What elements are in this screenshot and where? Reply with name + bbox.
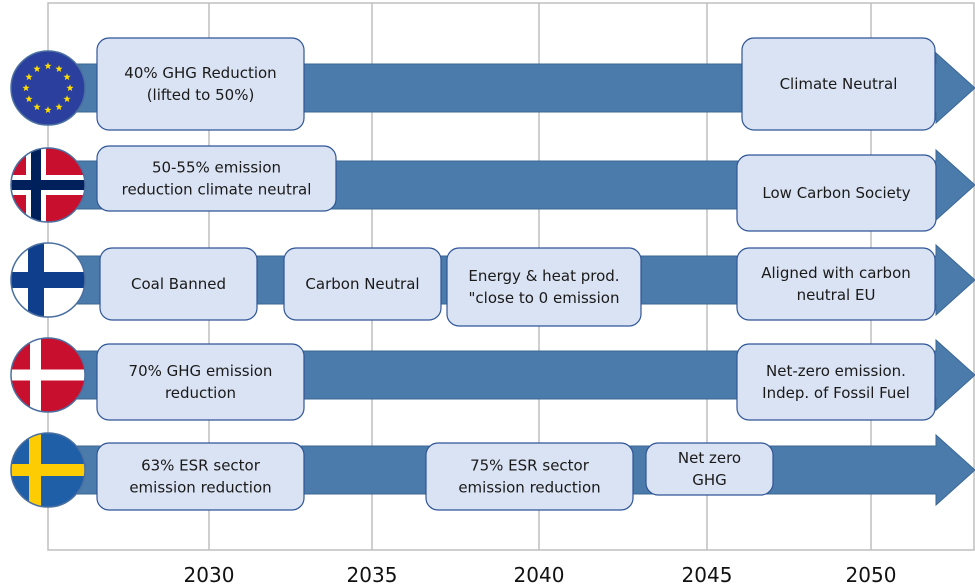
milestone-box	[96, 145, 337, 212]
year-label: 2040	[514, 563, 565, 586]
flag-star	[44, 106, 52, 114]
milestone-text: Energy & heat prod.	[468, 267, 619, 285]
milestone-text: 63% ESR sector	[141, 457, 261, 475]
milestone-box	[741, 37, 936, 131]
milestone-text: Climate Neutral	[780, 75, 898, 93]
flag-body	[11, 148, 85, 222]
flag-star	[25, 95, 33, 103]
year-label: 2050	[846, 563, 897, 586]
flag-body	[11, 243, 85, 317]
milestone-text: GHG	[692, 471, 727, 489]
flag-body	[11, 433, 85, 507]
flag-body	[11, 51, 85, 125]
milestone-text: 75% ESR sector	[470, 457, 590, 475]
flag-star	[63, 73, 71, 81]
flag-star	[22, 84, 30, 92]
year-label: 2045	[682, 563, 733, 586]
flag-part	[11, 464, 85, 476]
flag-star	[63, 95, 71, 103]
flag-border	[10, 337, 86, 413]
flag-part	[11, 51, 85, 125]
milestone-text: emission reduction	[458, 479, 600, 497]
milestone-text: Low Carbon Society	[762, 184, 910, 202]
milestone-text: reduction	[165, 384, 236, 402]
milestone-text: 50-55% emission	[152, 159, 281, 177]
flag-part	[11, 180, 85, 190]
milestone-box	[736, 247, 936, 321]
milestone-text: (lifted to 50%)	[147, 86, 255, 104]
flag	[10, 147, 86, 223]
flag-body	[11, 338, 85, 412]
milestone-text: Net-zero emission.	[766, 362, 906, 380]
milestone-text: "close to 0 emission	[469, 289, 620, 307]
milestone-text: 70% GHG emission	[129, 362, 273, 380]
flag-star	[33, 65, 41, 73]
flag-star	[44, 62, 52, 70]
milestone-text: Indep. of Fossil Fuel	[762, 384, 910, 402]
milestone-text: reduction climate neutral	[122, 181, 312, 199]
flag	[10, 50, 86, 126]
flag-star	[66, 84, 74, 92]
flag	[10, 337, 86, 413]
milestone-text: neutral EU	[797, 286, 876, 304]
flag-border	[10, 50, 86, 126]
milestone-box	[736, 154, 937, 232]
milestone-box	[96, 442, 305, 511]
flag	[10, 432, 86, 508]
flag-star	[55, 65, 63, 73]
milestone-text: Net zero	[678, 449, 741, 467]
year-label: 2030	[184, 563, 235, 586]
milestone-text: emission reduction	[129, 479, 271, 497]
milestone-box	[99, 247, 258, 321]
milestone-text: Aligned with carbon	[761, 264, 911, 282]
flag-border	[10, 242, 86, 318]
flag-star	[25, 73, 33, 81]
milestone-box	[96, 343, 305, 421]
flag-border	[10, 147, 86, 223]
milestone-box	[283, 247, 442, 321]
milestone-box	[736, 343, 936, 421]
milestone-text: 40% GHG Reduction	[124, 64, 276, 82]
milestone-box	[645, 442, 774, 496]
year-label: 2035	[347, 563, 398, 586]
flag-part	[11, 272, 85, 288]
flag-star	[55, 103, 63, 111]
flag-border	[10, 432, 86, 508]
milestone-text: Carbon Neutral	[305, 275, 419, 293]
flag-star	[33, 103, 41, 111]
milestone-box	[446, 247, 642, 327]
milestone-text: Coal Banned	[131, 275, 226, 293]
milestone-box	[96, 37, 305, 131]
milestone-box	[425, 442, 634, 511]
flag	[10, 242, 86, 318]
flag-part	[11, 369, 85, 381]
